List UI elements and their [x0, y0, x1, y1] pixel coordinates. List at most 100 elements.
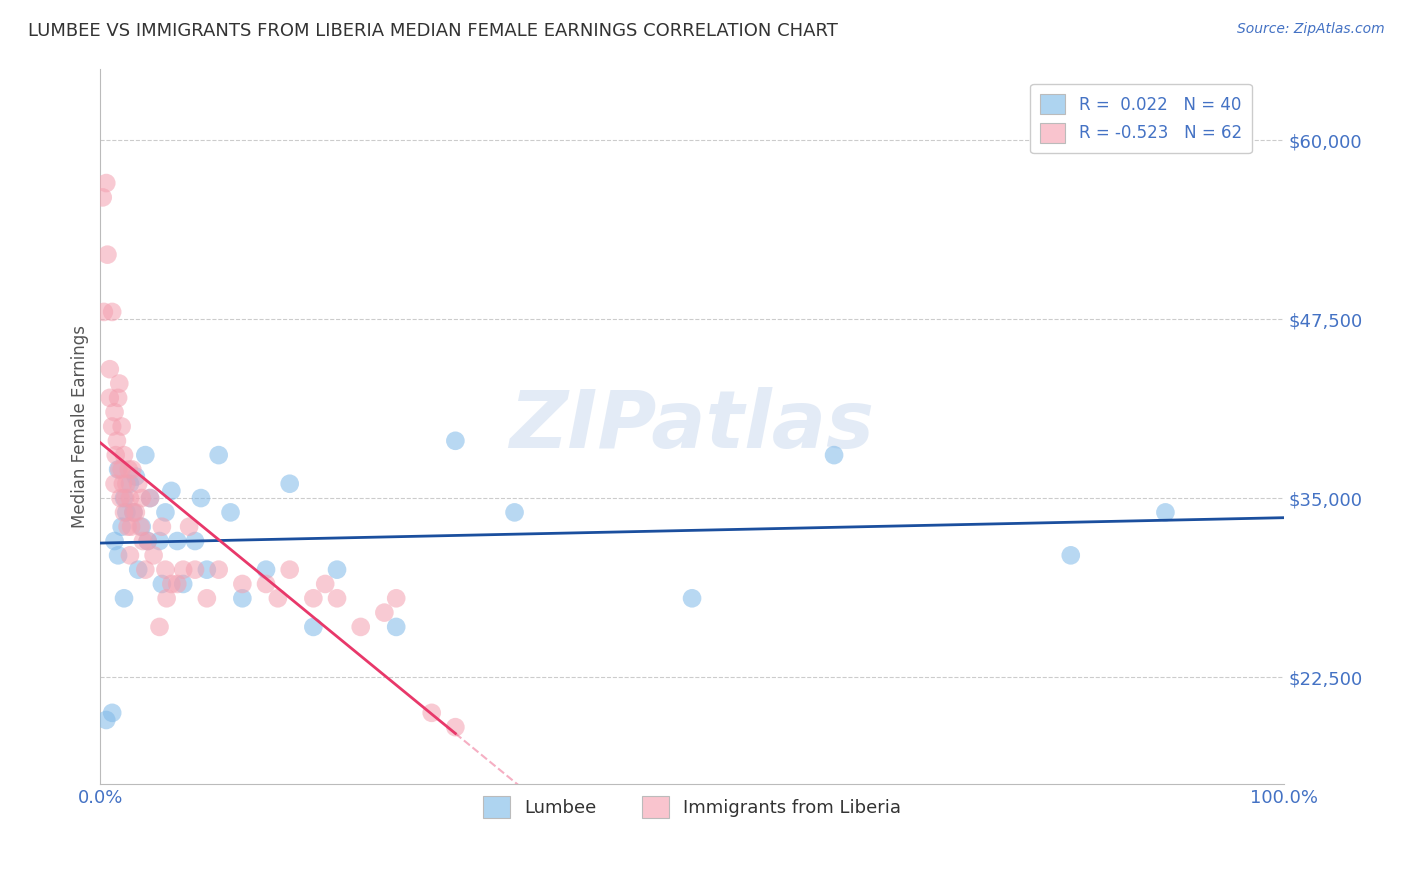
Point	[111, 476, 134, 491]
Point	[107, 549, 129, 563]
Point	[385, 591, 408, 606]
Point	[190, 491, 212, 505]
Point	[111, 419, 134, 434]
Point	[104, 448, 127, 462]
Point	[129, 519, 152, 533]
Point	[107, 391, 129, 405]
Point	[231, 577, 253, 591]
Point	[444, 720, 467, 734]
Point	[131, 491, 153, 505]
Point	[179, 519, 201, 533]
Point	[98, 391, 121, 405]
Point	[350, 620, 373, 634]
Point	[136, 534, 159, 549]
Point	[115, 505, 138, 519]
Point	[420, 706, 443, 720]
Point	[148, 534, 170, 549]
Point	[155, 505, 177, 519]
Point	[184, 563, 207, 577]
Text: Source: ZipAtlas.com: Source: ZipAtlas.com	[1237, 22, 1385, 37]
Point	[254, 577, 277, 591]
Legend: Lumbee, Immigrants from Liberia: Lumbee, Immigrants from Liberia	[475, 789, 908, 825]
Point	[125, 505, 148, 519]
Point	[136, 534, 159, 549]
Point	[112, 591, 135, 606]
Point	[503, 505, 526, 519]
Point	[184, 534, 207, 549]
Point	[155, 563, 177, 577]
Point	[101, 706, 124, 720]
Point	[195, 591, 218, 606]
Point	[326, 563, 349, 577]
Point	[118, 476, 141, 491]
Point	[373, 606, 395, 620]
Point	[302, 620, 325, 634]
Point	[111, 519, 134, 533]
Point	[681, 591, 703, 606]
Point	[208, 563, 231, 577]
Point	[444, 434, 467, 448]
Point	[150, 577, 173, 591]
Point	[101, 305, 124, 319]
Point	[117, 519, 139, 533]
Point	[122, 505, 145, 519]
Text: LUMBEE VS IMMIGRANTS FROM LIBERIA MEDIAN FEMALE EARNINGS CORRELATION CHART: LUMBEE VS IMMIGRANTS FROM LIBERIA MEDIAN…	[28, 22, 838, 40]
Point	[121, 462, 143, 476]
Point	[131, 519, 153, 533]
Point	[118, 549, 141, 563]
Point	[219, 505, 242, 519]
Point	[385, 620, 408, 634]
Point	[127, 563, 149, 577]
Point	[96, 713, 118, 727]
Point	[156, 591, 179, 606]
Point	[91, 190, 114, 204]
Point	[103, 405, 125, 419]
Point	[112, 505, 135, 519]
Point	[231, 591, 253, 606]
Point	[823, 448, 845, 462]
Point	[150, 519, 173, 533]
Point	[278, 563, 301, 577]
Point	[278, 476, 301, 491]
Point	[110, 491, 132, 505]
Point	[98, 362, 121, 376]
Point	[1154, 505, 1177, 519]
Point	[172, 563, 194, 577]
Point	[101, 419, 124, 434]
Point	[115, 476, 138, 491]
Point	[108, 376, 131, 391]
Point	[254, 563, 277, 577]
Point	[160, 483, 183, 498]
Point	[118, 491, 141, 505]
Point	[105, 434, 128, 448]
Point	[103, 534, 125, 549]
Point	[139, 491, 162, 505]
Point	[142, 549, 165, 563]
Point	[112, 491, 135, 505]
Point	[172, 577, 194, 591]
Point	[112, 448, 135, 462]
Point	[134, 448, 156, 462]
Point	[107, 462, 129, 476]
Point	[114, 491, 136, 505]
Point	[103, 476, 125, 491]
Point	[127, 476, 149, 491]
Y-axis label: Median Female Earnings: Median Female Earnings	[72, 325, 89, 528]
Point	[160, 577, 183, 591]
Point	[96, 247, 118, 261]
Point	[166, 577, 188, 591]
Point	[326, 591, 349, 606]
Point	[148, 620, 170, 634]
Point	[166, 534, 188, 549]
Point	[208, 448, 231, 462]
Point	[139, 491, 162, 505]
Point	[108, 462, 131, 476]
Point	[314, 577, 336, 591]
Point	[96, 176, 118, 190]
Point	[302, 591, 325, 606]
Point	[195, 563, 218, 577]
Point	[120, 519, 142, 533]
Point	[267, 591, 290, 606]
Point	[132, 534, 155, 549]
Point	[125, 469, 148, 483]
